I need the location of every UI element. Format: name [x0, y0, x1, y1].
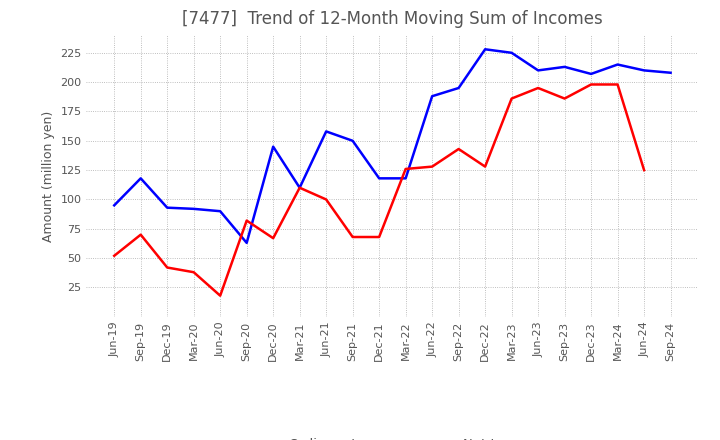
Net Income	[295, 185, 304, 191]
Net Income	[508, 96, 516, 101]
Ordinary Income	[269, 144, 277, 149]
Net Income	[560, 96, 569, 101]
Ordinary Income	[163, 205, 171, 210]
Net Income	[348, 235, 357, 240]
Ordinary Income	[666, 70, 675, 75]
Net Income	[216, 293, 225, 298]
Line: Net Income: Net Income	[114, 84, 644, 296]
Net Income	[587, 82, 595, 87]
Ordinary Income	[640, 68, 649, 73]
Net Income	[375, 235, 384, 240]
Ordinary Income	[189, 206, 198, 212]
Ordinary Income	[454, 85, 463, 91]
Net Income	[613, 82, 622, 87]
Ordinary Income	[508, 50, 516, 55]
Net Income	[454, 147, 463, 152]
Net Income	[640, 168, 649, 173]
Net Income	[269, 235, 277, 241]
Ordinary Income	[401, 176, 410, 181]
Net Income	[534, 85, 542, 91]
Ordinary Income	[587, 71, 595, 77]
Line: Ordinary Income: Ordinary Income	[114, 49, 670, 243]
Net Income	[243, 218, 251, 223]
Net Income	[322, 197, 330, 202]
Y-axis label: Amount (million yen): Amount (million yen)	[42, 110, 55, 242]
Ordinary Income	[322, 129, 330, 134]
Net Income	[110, 253, 119, 258]
Ordinary Income	[136, 176, 145, 181]
Net Income	[401, 166, 410, 172]
Ordinary Income	[295, 185, 304, 191]
Net Income	[136, 232, 145, 237]
Ordinary Income	[613, 62, 622, 67]
Ordinary Income	[481, 47, 490, 52]
Net Income	[189, 270, 198, 275]
Ordinary Income	[216, 209, 225, 214]
Title: [7477]  Trend of 12-Month Moving Sum of Incomes: [7477] Trend of 12-Month Moving Sum of I…	[182, 10, 603, 28]
Ordinary Income	[534, 68, 542, 73]
Ordinary Income	[560, 64, 569, 70]
Legend: Ordinary Income, Net Income: Ordinary Income, Net Income	[240, 433, 545, 440]
Ordinary Income	[428, 94, 436, 99]
Net Income	[163, 265, 171, 270]
Net Income	[481, 164, 490, 169]
Ordinary Income	[375, 176, 384, 181]
Ordinary Income	[243, 240, 251, 246]
Ordinary Income	[110, 203, 119, 208]
Net Income	[428, 164, 436, 169]
Ordinary Income	[348, 138, 357, 143]
